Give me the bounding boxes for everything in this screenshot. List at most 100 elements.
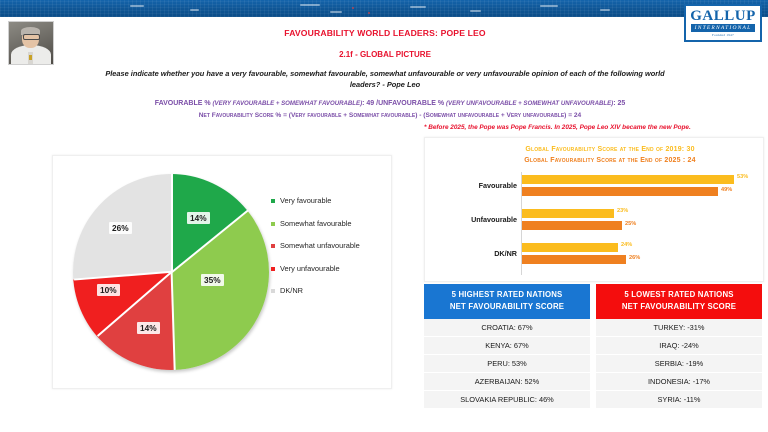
table-row: SERBIA: -19% [596, 355, 762, 373]
bar-2025-unfavourable[interactable] [522, 221, 622, 230]
bar-category-label: Unfavourable [471, 215, 517, 224]
bar-chart-axis [521, 172, 522, 275]
bar-2025-dknr[interactable] [522, 255, 626, 264]
banner-blip [540, 5, 558, 7]
bar-group-dknr: DK/NR 24% 26% [433, 242, 755, 270]
bar-category-label: Favourable [478, 181, 517, 190]
bar-value-2019-dknr: 24% [621, 242, 633, 248]
survey-question: Please indicate whether you have a very … [105, 69, 665, 89]
footnote-pope-change: * Before 2025, the Pope was Pope Francis… [424, 124, 691, 131]
highest-rated-table: 5 HIGHEST RATED NATIONS NET FAVOURABILIT… [424, 284, 590, 426]
banner-blip [300, 4, 320, 6]
banner-blip [600, 9, 610, 11]
table-row: CROATIA: 67% [424, 319, 590, 337]
pie-divider [171, 271, 176, 370]
pie-disc [73, 174, 269, 370]
banner-blip [190, 9, 199, 11]
pie-label-somewhat-unfavourable: 14% [137, 322, 160, 334]
bar-value-2025-dknr: 26% [629, 254, 641, 261]
global-score-2025: Global Favourability Score at the End of… [524, 157, 696, 164]
fav-label-d: (VERY UNFAVOURABLE + SOMEWHAT UNFAVOURAB… [446, 100, 614, 107]
legend-item-somewhat-favourable[interactable]: Somewhat favourable [271, 219, 387, 229]
logo-founded: Founded 1947 [712, 33, 734, 37]
lowest-header-line1: 5 LOWEST RATED NATIONS [624, 290, 734, 299]
banner-blip [410, 6, 426, 8]
global-score-2019: Global Favourability Score at the End of… [525, 146, 695, 153]
glasses-icon [23, 34, 40, 40]
ranking-tables: 5 HIGHEST RATED NATIONS NET FAVOURABILIT… [424, 284, 762, 426]
pope-portrait-image [8, 21, 54, 65]
legend-swatch-icon [271, 244, 275, 249]
bar-chart: Favourable 53% 49% Unfavourable 23% 25% … [433, 172, 755, 275]
pie-divider [74, 271, 172, 281]
table-row: INDONESIA: -17% [596, 373, 762, 391]
pie-divider [97, 271, 173, 337]
legend-label: Very favourable [280, 196, 332, 205]
legend-swatch-icon [271, 289, 275, 294]
pie-chart: 14% 35% 14% 10% 26% [73, 174, 269, 370]
fav-label-c: : 49 /UNFAVOURABLE % [362, 100, 447, 107]
legend-swatch-icon [271, 221, 275, 226]
table-row: SLOVAKIA REPUBLIC: 46% [424, 391, 590, 409]
pie-label-somewhat-favourable: 35% [201, 274, 224, 286]
legend-item-very-unfavourable[interactable]: Very unfavourable [271, 264, 387, 274]
bar-group-favourable: Favourable 53% 49% [433, 174, 755, 202]
bar-value-2025-unfavourable: 25% [625, 220, 637, 227]
bar-2019-dknr[interactable] [522, 243, 618, 252]
bar-value-2025-favourable: 49% [721, 186, 733, 193]
header-banner [0, 0, 768, 17]
table-row: TURKEY: -31% [596, 319, 762, 337]
highest-header-line2: NET FAVOURABILITY SCORE [449, 302, 565, 311]
pie-divider [171, 209, 249, 273]
legend-label: DK/NR [280, 286, 303, 296]
legend-label: Very unfavourable [280, 263, 340, 273]
legend-item-somewhat-unfavourable[interactable]: Somewhat unfavourable [271, 241, 387, 251]
table-row: IRAQ: -24% [596, 337, 762, 355]
bar-category-label: DK/NR [494, 249, 517, 258]
highest-header-line1: 5 HIGHEST RATED NATIONS [451, 290, 563, 299]
pie-label-dknr: 26% [109, 222, 132, 234]
bar-chart-panel: Global Favourability Score at the End of… [424, 137, 764, 282]
bar-2019-unfavourable[interactable] [522, 209, 614, 218]
table-row: PERU: 53% [424, 355, 590, 373]
table-row: AZERBAIJAN: 52% [424, 373, 590, 391]
bar-value-2019-favourable: 53% [737, 174, 749, 180]
bar-value-2019-unfavourable: 23% [617, 208, 629, 214]
lowest-rated-table: 5 LOWEST RATED NATIONS NET FAVOURABILITY… [596, 284, 762, 426]
pie-legend: Very favourable Somewhat favourable Some… [271, 196, 387, 309]
cross-icon [29, 55, 32, 60]
favourability-summary: FAVOURABLE % (VERY FAVOURABLE + SOMEWHAT… [90, 98, 690, 109]
bar-group-unfavourable: Unfavourable 23% 25% [433, 208, 755, 236]
legend-swatch-icon [271, 266, 275, 271]
lowest-table-header: 5 LOWEST RATED NATIONS NET FAVOURABILITY… [596, 284, 762, 319]
banner-blip [470, 10, 481, 12]
legend-label: Somewhat favourable [280, 218, 352, 228]
gallup-logo: GALLUP INTERNATIONAL Founded 1947 [684, 4, 762, 42]
banner-blip [330, 11, 342, 13]
logo-wordmark: GALLUP [690, 8, 756, 24]
legend-item-very-favourable[interactable]: Very favourable [271, 196, 387, 206]
fav-label-e: : 25 [613, 100, 626, 107]
bar-2019-favourable[interactable] [522, 175, 734, 184]
highest-table-header: 5 HIGHEST RATED NATIONS NET FAVOURABILIT… [424, 284, 590, 319]
logo-subtitle: INTERNATIONAL [690, 24, 756, 32]
net-score-text: Net Favourability Score % = (Very favour… [198, 112, 582, 119]
bar-2025-favourable[interactable] [522, 187, 718, 196]
banner-blip [130, 5, 144, 7]
pie-chart-panel: 14% 35% 14% 10% 26% Very favourable Some… [52, 155, 392, 389]
lowest-header-line2: NET FAVOURABILITY SCORE [621, 302, 737, 311]
fav-label-b: (VERY FAVOURABLE + SOMEWHAT FAVOURABLE) [212, 100, 363, 107]
table-row: KENYA: 67% [424, 337, 590, 355]
pie-label-very-favourable: 14% [187, 212, 210, 224]
banner-blip [352, 7, 354, 9]
page-subtitle: 2.1f - GLOBAL PICTURE [339, 50, 431, 59]
pie-label-very-unfavourable: 10% [97, 284, 120, 296]
page-title: FAVOURABILITY WORLD LEADERS: POPE LEO [284, 28, 486, 38]
net-favourability-summary: Net Favourability Score % = (Very favour… [90, 111, 690, 121]
table-row: SYRIA: -11% [596, 391, 762, 409]
legend-item-dknr[interactable]: DK/NR [271, 286, 387, 296]
fav-label-a: FAVOURABLE % [154, 100, 213, 107]
legend-swatch-icon [271, 199, 275, 203]
portrait-hair [21, 27, 40, 35]
